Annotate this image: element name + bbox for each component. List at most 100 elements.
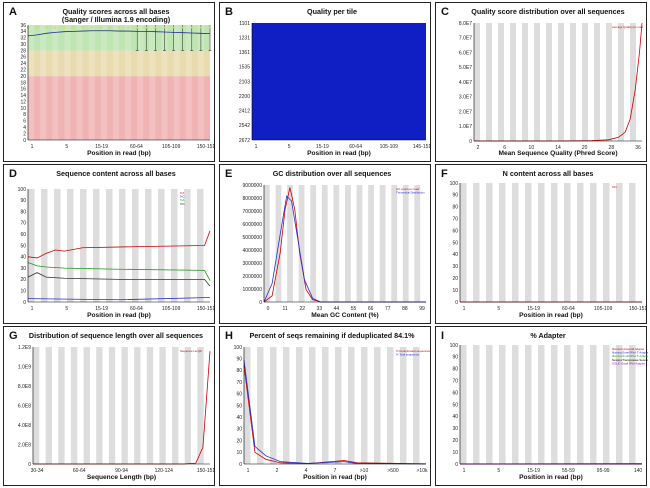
y-tick-label: 30	[452, 264, 458, 270]
stripe	[137, 25, 144, 140]
stripe	[185, 25, 192, 140]
stripe	[28, 189, 35, 302]
x-axis-label: Position in read (bp)	[519, 312, 583, 319]
x-tick-label: 105-109	[162, 144, 181, 150]
panel-letter: D	[9, 168, 17, 180]
y-tick-label: 5000000	[243, 235, 263, 241]
series-line	[27, 230, 211, 259]
heatmap-area	[252, 23, 426, 140]
series-line	[243, 359, 427, 465]
stripe	[28, 25, 35, 140]
y-tick-label: 20	[20, 74, 26, 80]
stripe	[145, 189, 152, 302]
x-tick-label: 20	[582, 145, 588, 151]
stripe	[322, 347, 329, 464]
stripe	[498, 23, 504, 141]
legend-entry: Average Quality per read	[612, 25, 643, 29]
stripe	[184, 347, 192, 464]
y-tick-label: 0	[239, 462, 242, 468]
y-tick-label: 20	[20, 277, 26, 283]
quality-box	[163, 26, 166, 29]
y-tick-label: 2542	[239, 123, 250, 129]
y-tick-label: 50	[236, 403, 242, 409]
x-tick-label: 15-19	[527, 468, 540, 474]
stripe	[321, 185, 328, 302]
y-tick-label: 0	[455, 300, 458, 306]
chart-svg: G Distribution of sequence length over al…	[9, 330, 216, 481]
quality-box	[36, 26, 39, 29]
y-tick-label: 5.0E7	[459, 65, 472, 71]
y-tick-label: 60	[452, 228, 458, 234]
stripe	[264, 185, 270, 302]
chart-title: N content across all bases	[503, 169, 594, 178]
y-tick-label: 2	[23, 131, 26, 137]
x-tick-label: >10	[360, 468, 369, 474]
chart-title: Distribution of sequence length over all…	[29, 331, 203, 340]
y-tick-label: 2200	[239, 94, 250, 100]
y-tick-label: 2000000	[243, 274, 263, 280]
panel-letter: C	[441, 6, 449, 18]
quality-zone	[28, 76, 210, 140]
stripe	[512, 345, 519, 464]
quality-box	[199, 26, 202, 29]
x-tick-label: 2	[276, 468, 279, 474]
x-tick-label: 60-64	[130, 306, 143, 312]
x-tick-label: 5	[288, 144, 291, 150]
stripe	[577, 345, 584, 464]
x-tick-label: 1	[463, 306, 466, 312]
y-tick-label: 20	[236, 438, 242, 444]
stripe	[577, 183, 584, 302]
y-tick-label: 90	[452, 355, 458, 361]
chart-svg: B Quality per tile Position in read (bp) 26…	[225, 6, 431, 157]
stripe	[606, 23, 612, 141]
y-tick-label: 16	[20, 87, 26, 93]
y-tick-label: 80	[20, 209, 26, 215]
series-line	[27, 297, 211, 301]
y-tick-label: 100	[234, 345, 243, 351]
stripe	[525, 345, 532, 464]
stripe	[356, 185, 363, 302]
y-tick-label: 40	[20, 255, 26, 261]
y-tick-label: 0	[469, 139, 472, 145]
legend-entry: %N	[612, 185, 617, 189]
x-tick-label: 15-19	[316, 144, 329, 150]
stripe	[413, 347, 420, 464]
y-tick-label: 1101	[239, 21, 250, 27]
x-tick-label: 77	[385, 306, 391, 312]
y-tick-label: 4000000	[243, 248, 263, 254]
y-tick-label: 2412	[239, 109, 250, 115]
chart-subtitle: (Sanger / Illumina 1.9 encoding)	[62, 15, 171, 24]
stripe	[41, 189, 48, 302]
stripe	[125, 25, 132, 140]
stripe	[538, 183, 545, 302]
y-tick-label: 2672	[239, 138, 250, 144]
stripe	[335, 347, 342, 464]
x-tick-label: 95-99	[597, 468, 610, 474]
y-tick-label: 7000000	[243, 209, 263, 215]
stripe	[499, 345, 506, 464]
y-tick-label: 14	[20, 93, 26, 99]
series-line	[263, 187, 426, 303]
stripe	[414, 185, 421, 302]
y-tick-label: 20	[452, 276, 458, 282]
x-tick-label: 33	[317, 306, 323, 312]
y-tick-label: 100	[450, 343, 459, 349]
y-tick-label: 4.0E8	[18, 423, 31, 429]
stripe	[594, 23, 600, 141]
x-tick-label: 150-151	[197, 468, 216, 474]
legend-entry: Illumina Small RNA 5' Adapter	[612, 354, 648, 358]
x-tick-label: 5	[497, 468, 500, 474]
x-tick-label: 120-124	[155, 468, 174, 474]
quality-box	[54, 26, 57, 29]
quality-box	[127, 26, 130, 29]
stripe	[134, 347, 141, 464]
x-tick-label: 99	[419, 306, 425, 312]
chart-svg: E GC distribution over all sequences Mean …	[225, 168, 426, 319]
y-tick-label: 0	[23, 300, 26, 306]
stripe	[333, 185, 340, 302]
x-tick-label: 11	[283, 306, 288, 312]
x-tick-label: 105-109	[594, 306, 613, 312]
x-tick-label: 4	[305, 468, 308, 474]
y-tick-label: 30	[20, 42, 26, 48]
y-tick-label: 26	[20, 55, 26, 61]
